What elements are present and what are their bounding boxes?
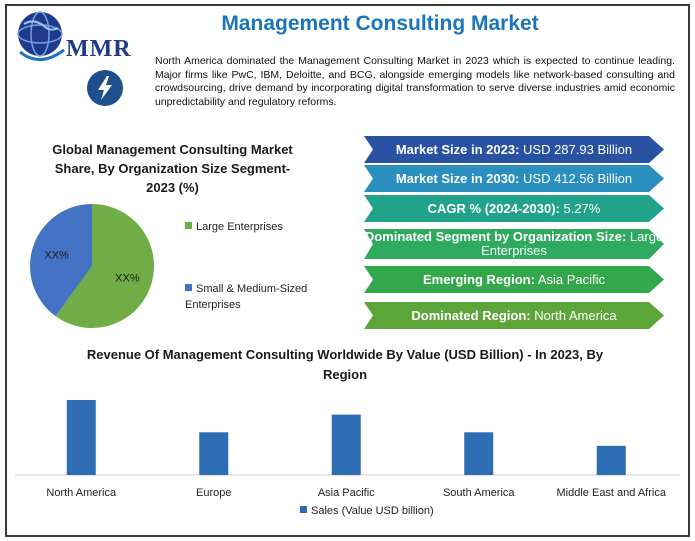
stat-value: North America	[530, 307, 617, 323]
bar	[199, 432, 229, 475]
x-tick-label: North America	[46, 487, 117, 499]
stat-value: 5.27%	[559, 200, 601, 216]
pie-legend-item-sme: Small & Medium-Sized Enterprises	[185, 281, 335, 313]
bar-chart: North America Europe Asia Pacific South Ame…	[15, 400, 680, 499]
legend-label: Large Enterprises	[196, 221, 283, 233]
x-tick-label: Middle East and Africa	[557, 487, 667, 499]
bar-legend: Sales (Value USD billion)	[300, 505, 434, 517]
logo-text: MMR	[66, 36, 132, 62]
stat-label: Market Size in 2030:	[395, 170, 520, 186]
stat-text: Emerging Region: Asia Pacific	[422, 271, 606, 287]
stat-value: USD 412.56 Billion	[519, 170, 633, 186]
bar	[464, 432, 494, 475]
intro-paragraph: North America dominated the Management C…	[155, 55, 675, 108]
x-tick-label: Asia Pacific	[318, 487, 375, 499]
legend-swatch	[300, 506, 307, 513]
globe-logo-icon	[17, 11, 65, 61]
page-title: Management Consulting Market	[221, 12, 539, 35]
stat-value: USD 287.93 Billion	[519, 141, 633, 157]
bar	[66, 400, 96, 475]
stat-text: Dominated Region: North America	[411, 307, 617, 323]
stat-banner: Market Size in 2023: USD 287.93 Billion	[364, 136, 664, 163]
stat-label: Dominated Segment by Organization Size:	[364, 229, 627, 244]
stat-banner: Dominated Segment by Organization Size: …	[364, 229, 664, 259]
stat-label: CAGR % (2024-2030):	[427, 200, 560, 216]
stat-text: CAGR % (2024-2030): 5.27%	[427, 200, 601, 216]
infographic-frame	[5, 4, 690, 537]
bar	[331, 414, 361, 475]
pie-slice	[55, 204, 154, 328]
stat-banner: CAGR % (2024-2030): 5.27%	[364, 195, 664, 222]
bar	[596, 445, 626, 475]
pie-chart: XX% XX%	[30, 204, 154, 328]
x-tick-label: Europe	[196, 487, 231, 499]
x-tick-label: South America	[443, 487, 515, 499]
stat-text: Dominated Segment by Organization Size: …	[364, 230, 664, 258]
stat-banner: Emerging Region: Asia Pacific	[364, 266, 664, 293]
lightning-bolt-icon	[87, 70, 123, 106]
stat-banner: Dominated Region: North America	[364, 302, 664, 329]
stat-value: Asia Pacific	[534, 271, 606, 287]
legend-swatch	[185, 222, 192, 229]
legend-label: Small & Medium-Sized Enterprises	[185, 283, 308, 311]
pie-legend-item-large: Large Enterprises	[185, 219, 283, 235]
stat-label: Market Size in 2023:	[395, 141, 520, 157]
stat-label: Emerging Region:	[422, 271, 535, 287]
bar-chart-title: Revenue Of Management Consulting Worldwi…	[86, 347, 604, 382]
stat-label: Dominated Region:	[411, 307, 531, 323]
logo: MMR	[12, 8, 142, 68]
legend-label: Sales (Value USD billion)	[311, 505, 434, 517]
legend-swatch	[185, 284, 192, 291]
stat-text: Market Size in 2023: USD 287.93 Billion	[395, 141, 633, 157]
stat-banner: Market Size in 2030: USD 412.56 Billion	[364, 165, 664, 192]
pie-data-label: XX%	[115, 272, 140, 284]
stat-text: Market Size in 2030: USD 412.56 Billion	[395, 170, 633, 186]
pie-data-label: XX%	[44, 250, 69, 262]
pie-chart-title: Global Management Consulting Market Shar…	[52, 142, 293, 195]
pie-slice	[30, 204, 92, 317]
